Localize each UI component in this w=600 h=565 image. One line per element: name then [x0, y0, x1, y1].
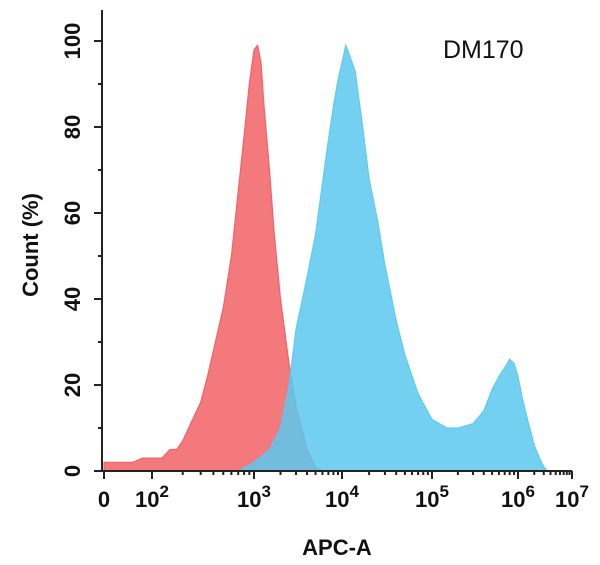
x-tick-label: 107: [555, 482, 589, 512]
y-tick-label: 60: [60, 201, 85, 225]
ticks-layer: 0 20 40 60 80 100 0 102 103 104 105 106 107: [60, 23, 589, 512]
series-layer: [103, 43, 549, 472]
x-tick-label: 106: [501, 482, 535, 512]
x-tick-label: 103: [237, 482, 271, 512]
y-tick-label: 40: [60, 287, 85, 311]
y-tick-label: 80: [60, 115, 85, 139]
y-tick-label: 100: [60, 23, 85, 60]
y-tick-label: 0: [60, 465, 85, 477]
y-tick-label: 20: [60, 373, 85, 397]
chart-annotation: DM170: [443, 36, 524, 64]
y-axis-title: Count (%): [18, 193, 43, 297]
x-axis-title: APC-A: [302, 535, 372, 560]
x-tick-label: 105: [415, 482, 449, 512]
x-tick-label: 104: [325, 482, 359, 512]
x-tick-label: 0: [98, 487, 110, 512]
x-tick-label: 102: [135, 482, 169, 512]
histogram-series-2: [223, 43, 549, 472]
